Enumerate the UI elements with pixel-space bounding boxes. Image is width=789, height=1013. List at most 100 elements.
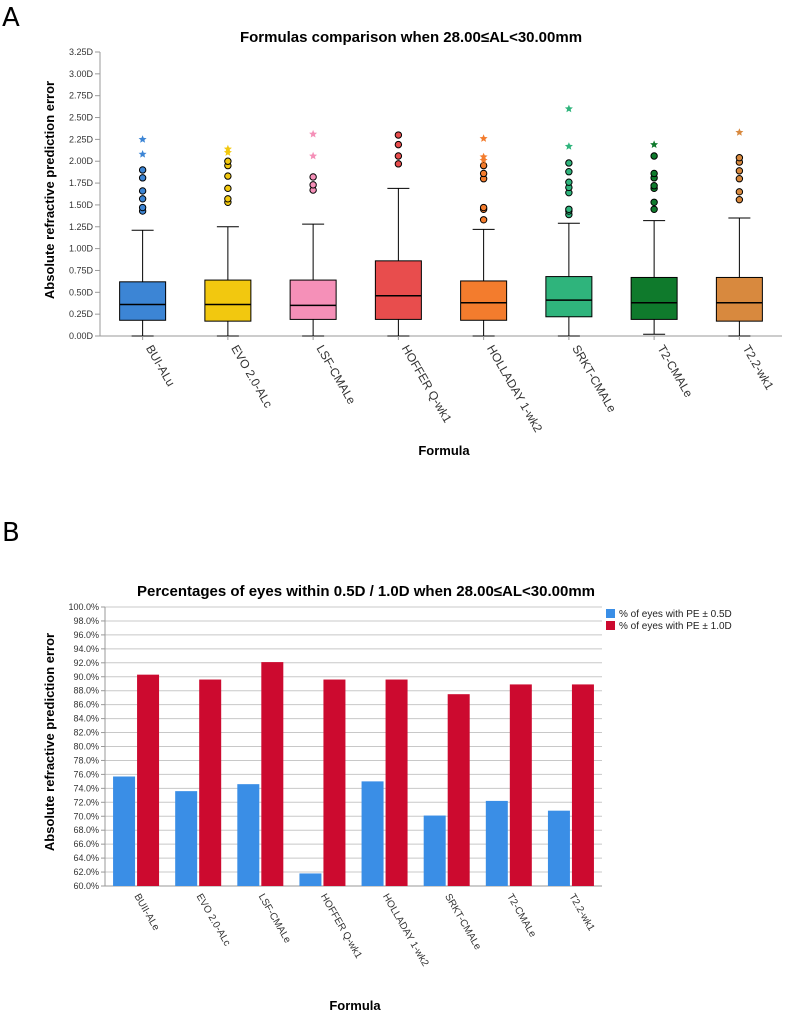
box-outlier-point	[479, 203, 488, 212]
chart-b-title: Percentages of eyes within 0.5D / 1.0D w…	[137, 583, 595, 600]
chart-b-y-tick-label: 98.0%	[73, 616, 99, 626]
box-outlier-point	[138, 166, 147, 174]
chart-a-category-label: BUI-ALu	[143, 343, 178, 389]
box-outlier-point	[394, 131, 403, 139]
chart-a-y-tick-label: 1.50D	[69, 200, 94, 210]
chart-b-category-label: T2-CMALe	[504, 892, 538, 940]
bar-pe-1-0d	[571, 684, 594, 886]
bar-pe-0-5d	[299, 873, 322, 886]
chart-b-y-tick-label: 80.0%	[73, 742, 99, 752]
chart-a-x-axis-title: Formula	[418, 443, 470, 458]
chart-a-y-axis-title: Absolute refractive prediction error	[42, 81, 57, 299]
chart-b-y-tick-label: 74.0%	[73, 783, 99, 793]
box-outlier-point	[394, 152, 403, 160]
box-iqr	[374, 260, 422, 320]
box-outlier-point	[565, 159, 573, 167]
box-extreme-star	[564, 104, 573, 113]
box-iqr	[119, 281, 167, 321]
box-outlier-point	[565, 205, 573, 213]
chart-a-y-tick-label: 2.25D	[69, 134, 94, 144]
bar-pe-1-0d	[447, 694, 470, 886]
chart-b-y-tick-label: 64.0%	[73, 853, 99, 863]
bar-pe-0-5d	[485, 800, 508, 886]
box-outlier-point	[479, 216, 488, 224]
legend-label: % of eyes with PE ± 0.5D	[619, 609, 732, 620]
box-outlier-point	[138, 187, 147, 195]
chart-b-category-label: LSF-CMALe	[256, 892, 293, 946]
chart-b-y-tick-label: 82.0%	[73, 728, 99, 738]
chart-a-y-tick-label: 3.00D	[69, 69, 94, 79]
chart-a-y-tick-label: 0.25D	[69, 309, 94, 319]
box-outlier-point	[565, 178, 573, 186]
box-outlier-point	[650, 181, 658, 190]
box-extreme-star	[479, 156, 488, 164]
box-extreme-star	[223, 144, 232, 153]
chart-b-y-tick-label: 90.0%	[73, 672, 99, 682]
box-extreme-star	[564, 142, 573, 150]
legend-swatch	[606, 621, 615, 630]
box-outlier-point	[650, 198, 658, 207]
box-iqr	[460, 280, 508, 321]
bar-pe-0-5d	[113, 776, 136, 886]
panel-letter-a: A	[2, 3, 20, 33]
chart-b-y-tick-label: 78.0%	[73, 755, 99, 765]
box-outlier-point	[479, 169, 488, 178]
box-outlier-point	[224, 157, 232, 165]
chart-b-y-tick-label: 66.0%	[73, 839, 99, 849]
chart-a-category-label: T2-CMALe	[655, 343, 696, 401]
box-iqr	[289, 279, 337, 320]
chart-a-y-tick-label: 0.75D	[69, 265, 94, 275]
chart-a-plot: 0.00D 0.25D 0.50D 0.75D 1.00D 1.25D 1.50D 1.75D…	[69, 47, 782, 435]
box-outlier-point	[735, 154, 744, 162]
box-extreme-star	[223, 148, 232, 156]
bar-pe-1-0d	[261, 662, 284, 886]
box-outlier-point	[138, 203, 147, 212]
box-outlier-point	[309, 181, 317, 189]
box-extreme-star	[138, 135, 147, 143]
chart-b-plot: 60.0% 62.0% 64.0% 66.0% 68.0% 70.0% 72.0% 74.0%…	[68, 602, 602, 969]
bar-pe-0-5d	[423, 815, 446, 886]
chart-b-legend: % of eyes with PE ± 0.5D% of eyes with P…	[606, 609, 732, 632]
bar-pe-0-5d	[547, 810, 570, 886]
box-outlier-point	[565, 168, 573, 176]
box-outlier-point	[394, 140, 403, 149]
box-outlier-point	[735, 195, 744, 204]
chart-b-y-tick-label: 88.0%	[73, 686, 99, 696]
chart-a-y-tick-label: 1.25D	[69, 222, 94, 232]
chart-b-y-tick-label: 70.0%	[73, 811, 99, 821]
bar-pe-1-0d	[137, 674, 160, 886]
box-outlier-point	[224, 184, 232, 193]
chart-b-category-label: BUII-ALe	[131, 892, 161, 933]
chart-b-y-tick-label: 96.0%	[73, 630, 99, 640]
box-iqr	[715, 276, 763, 322]
chart-b-category-label: EVO 2.0-ALc	[194, 892, 233, 948]
box-outlier-point	[138, 174, 147, 182]
chart-b-category-label: T2.2-wk1	[566, 892, 596, 933]
chart-b-y-tick-label: 68.0%	[73, 825, 99, 835]
chart-b-category-label: HOFFER Q-wk1	[318, 892, 364, 961]
box-extreme-star	[309, 151, 318, 160]
chart-a-y-tick-label: 2.75D	[69, 91, 94, 101]
chart-b-y-tick-label: 84.0%	[73, 714, 99, 724]
chart-b-y-tick-label: 86.0%	[73, 700, 99, 710]
chart-b-y-tick-label: 100.0%	[68, 602, 99, 612]
chart-a-category-label: HOLLADAY 1-wk2	[484, 343, 545, 435]
chart-a-y-tick-label: 1.75D	[69, 178, 94, 188]
chart-b-y-tick-label: 60.0%	[73, 881, 99, 891]
box-extreme-star	[309, 129, 318, 138]
bar-pe-0-5d	[237, 784, 260, 886]
box-outlier-point	[735, 167, 744, 175]
box-iqr	[204, 279, 252, 322]
box-extreme-star	[650, 140, 659, 148]
box-outlier-point	[650, 152, 658, 160]
chart-b-category-label: SRKT-CMALe	[442, 892, 483, 952]
chart-a-y-tick-label: 3.25D	[69, 47, 94, 57]
box-outlier-point	[394, 160, 403, 168]
bar-pe-1-0d	[323, 679, 346, 886]
box-extreme-star	[735, 128, 744, 136]
bar-pe-1-0d	[199, 679, 222, 886]
chart-a-title: Formulas comparison when 28.00≤AL<30.00m…	[240, 29, 582, 46]
box-extreme-star	[138, 150, 147, 158]
box-outlier-point	[735, 188, 744, 196]
bar-pe-0-5d	[175, 791, 198, 886]
